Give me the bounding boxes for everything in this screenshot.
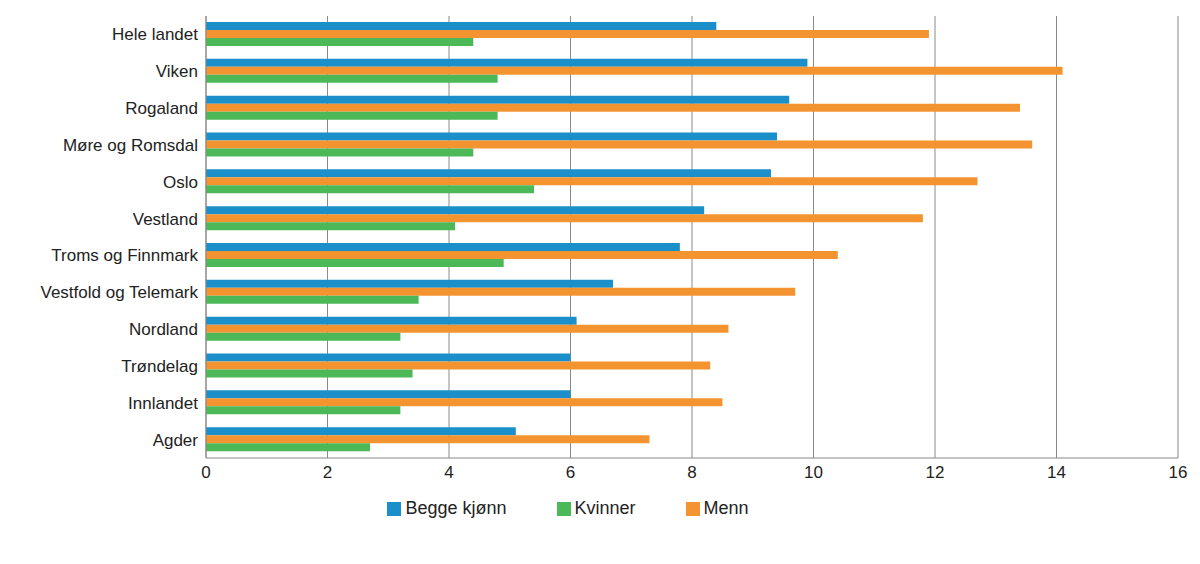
svg-text:2: 2 (323, 463, 332, 482)
svg-text:Vestfold og Telemark: Vestfold og Telemark (41, 283, 199, 302)
svg-text:Innlandet: Innlandet (128, 394, 198, 413)
html-text:Begge kjønn: Begge kjønn (405, 498, 507, 518)
svg-text:Nordland: Nordland (129, 320, 198, 339)
svg-text:14: 14 (1047, 463, 1066, 482)
svg-text:Trøndelag: Trøndelag (121, 357, 198, 376)
html-text:Menn: Menn (703, 498, 749, 518)
svg-text:6: 6 (566, 463, 575, 482)
svg-text:Troms og Finnmark: Troms og Finnmark (51, 246, 198, 265)
svg-text:8: 8 (687, 463, 696, 482)
svg-text:Rogaland: Rogaland (125, 99, 198, 118)
svg-text:Møre og Romsdal: Møre og Romsdal (63, 136, 198, 155)
svg-text:Viken: Viken (156, 62, 198, 81)
svg-text:0: 0 (201, 463, 210, 482)
svg-text:12: 12 (926, 463, 945, 482)
svg-text:Vestland: Vestland (133, 210, 198, 229)
html-text:Kvinner: Kvinner (574, 498, 636, 518)
svg-text:Hele landet: Hele landet (112, 25, 198, 44)
svg-text:4: 4 (444, 463, 453, 482)
svg-text:16: 16 (1169, 463, 1188, 482)
svg-text:Agder: Agder (153, 431, 199, 450)
svg-text:Oslo: Oslo (163, 173, 198, 192)
svg-text:10: 10 (804, 463, 823, 482)
